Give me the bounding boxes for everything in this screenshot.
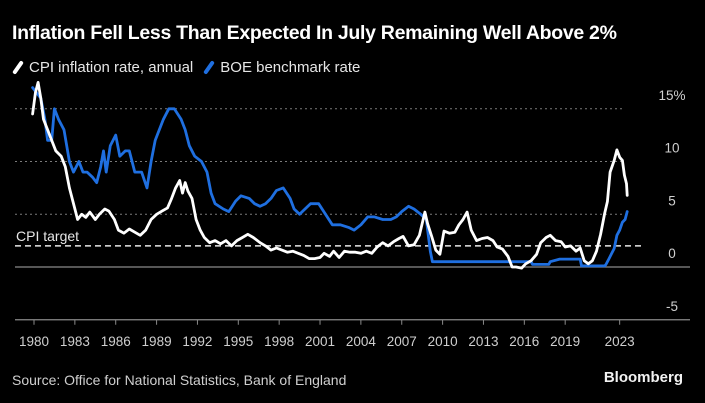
x-tick-label: 2013 [468,334,498,349]
chart-title: Inflation Fell Less Than Expected In Jul… [12,22,617,44]
x-tick-label: 1989 [142,334,172,349]
bloomberg-logo: Bloomberg [603,369,683,386]
grid-lines [15,108,690,321]
y-tick-label: -5 [666,299,678,314]
x-tick-label: 1992 [182,334,212,349]
y-axis: 15% 10 5 0 -5 [658,88,685,314]
series-lines [31,81,629,270]
x-tick-label: 1986 [101,334,131,349]
y-tick-label: 0 [668,246,676,261]
x-tick-label: 2010 [428,334,458,349]
legend-item-boe: BOE benchmark rate [203,59,360,76]
x-tick-label: 2004 [346,334,377,349]
legend-label-cpi: CPI inflation rate, annual [29,59,194,76]
series-line-boe [31,86,629,268]
x-tick-label: 1980 [19,334,49,349]
y-tick-label: 15% [658,88,685,103]
x-tick-label: 1983 [60,334,90,349]
y-tick-label: 5 [668,193,676,208]
series-line-cpi [31,81,629,270]
source-note: Source: Office for National Statistics, … [12,372,347,388]
x-tick-label: 1998 [264,334,294,349]
chart-legend: CPI inflation rate, annual BOE benchmark… [12,59,370,76]
x-tick-label: 2019 [550,334,580,349]
x-tick-label: 2016 [509,334,539,349]
legend-item-cpi: CPI inflation rate, annual [12,59,193,76]
y-tick-label: 10 [664,141,679,156]
x-axis: 1980 1983 1986 1989 1992 1995 1998 2001 2004 2007… [19,319,635,349]
x-tick-label: 2007 [387,334,417,349]
legend-label-boe: BOE benchmark rate [220,59,361,76]
x-tick-label: 1995 [223,334,253,349]
cpi-target-label: CPI target [16,228,79,244]
x-tick-label: 2001 [305,334,335,349]
x-tick-label: 2023 [605,334,635,349]
